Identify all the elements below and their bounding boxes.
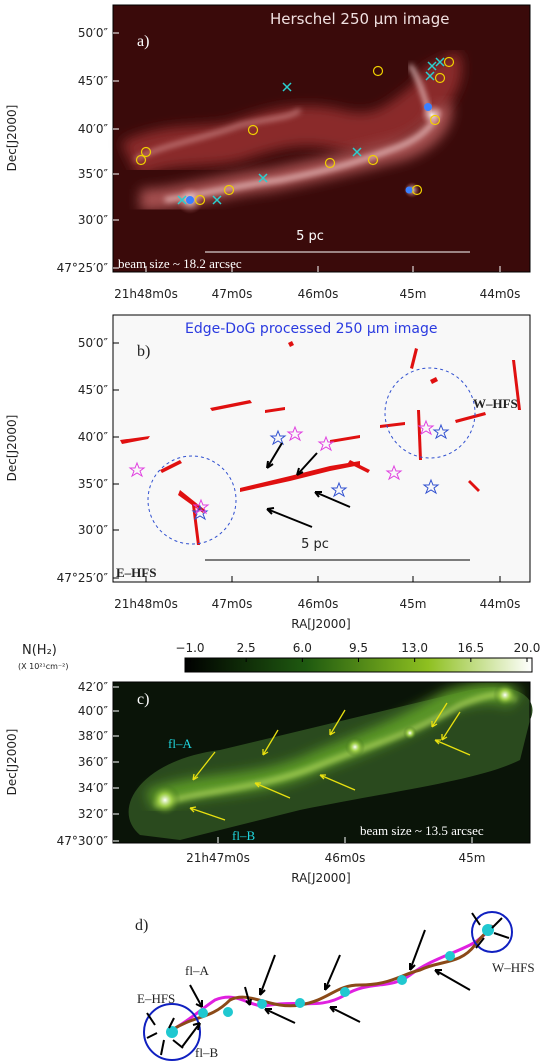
y-tick-label: 40′0″	[78, 704, 109, 718]
colorbar-tick-label: 13.0	[401, 641, 428, 655]
panel-label: c)	[137, 691, 149, 708]
y-axis-label: Dec[J2000]	[5, 729, 19, 796]
panel-b-image	[113, 315, 530, 582]
filament-label: fl–B	[232, 828, 255, 843]
beam-label: beam size ~ 18.2 arcsec	[118, 256, 242, 271]
colorbar-label: N(H₂)	[22, 643, 57, 658]
x-axis-label: RA[J2000]	[291, 871, 351, 885]
x-axis-label: RA[J2000]	[291, 617, 351, 631]
y-tick-label: 30′0″	[78, 213, 109, 227]
x-tick-label: 46m0s	[325, 851, 366, 865]
y-tick-label: 30′0″	[78, 523, 109, 537]
y-axis-label: Dec[J2000]	[5, 105, 19, 172]
x-tick-label: 45m	[400, 597, 427, 611]
y-tick-label: 32′0″	[78, 807, 109, 821]
x-tick-label: 47m0s	[212, 597, 253, 611]
y-tick-label: 40′0″	[78, 430, 109, 444]
y-tick-label: 45′0″	[78, 383, 109, 397]
x-tick-label: 21h48m0s	[114, 597, 178, 611]
scale-bar-label: 5 pc	[301, 537, 329, 552]
filament-label: fl–B	[195, 1045, 218, 1060]
panel-a-image	[113, 5, 530, 272]
colorbar-tick-label: −1.0	[175, 641, 204, 655]
x-tick-label: 47m0s	[212, 287, 253, 301]
y-tick-label: 47°30′0″	[57, 834, 109, 848]
hub-label: E–HFS	[137, 991, 175, 1006]
x-tick-label: 21h48m0s	[114, 287, 178, 301]
y-tick-label: 40′0″	[78, 122, 109, 136]
y-tick-label: 50′0″	[78, 336, 109, 350]
panel-c-image	[113, 682, 533, 843]
panel-title: Herschel 250 μm image	[270, 10, 449, 28]
panel-label: d)	[135, 917, 148, 934]
colorbar-tick-label: 16.5	[457, 641, 484, 655]
colorbar-tick-label: 2.5	[237, 641, 256, 655]
schematic	[143, 911, 513, 1061]
y-tick-label: 42′0″	[78, 680, 109, 694]
x-tick-label: 45m	[459, 851, 486, 865]
panel-title: Edge-DoG processed 250 μm image	[185, 321, 437, 337]
y-axis-label: Dec[J2000]	[5, 415, 19, 482]
x-tick-label: 46m0s	[298, 597, 339, 611]
hub-label: E–HFS	[116, 565, 156, 580]
panel-label: b)	[137, 343, 150, 360]
y-tick-label: 36′0″	[78, 755, 109, 769]
x-tick-label: 45m	[400, 287, 427, 301]
colorbar-tick-label: 9.5	[349, 641, 368, 655]
y-tick-label: 35′0″	[78, 477, 109, 491]
hub-label: W–HFS	[492, 960, 535, 975]
frame	[112, 4, 531, 273]
panel-label: a)	[137, 33, 149, 50]
beam-label: beam size ~ 13.5 arcsec	[360, 823, 484, 838]
y-tick-label: 47°25′0″	[57, 571, 109, 585]
y-tick-label: 35′0″	[78, 167, 109, 181]
x-tick-label: 44m0s	[480, 287, 521, 301]
colorbar-tick-label: 6.0	[293, 641, 312, 655]
filament-label: fl–A	[168, 736, 192, 751]
x-tick-label: 44m0s	[480, 597, 521, 611]
colorbar-unit: (X 10²¹cm⁻²)	[18, 662, 68, 671]
frame	[112, 314, 531, 583]
y-tick-label: 38′0″	[78, 729, 109, 743]
y-tick-label: 34′0″	[78, 781, 109, 795]
colorbar-tick-label: 20.0	[514, 641, 541, 655]
x-tick-label: 21h47m0s	[186, 851, 250, 865]
y-tick-label: 45′0″	[78, 74, 109, 88]
scale-bar-label: 5 pc	[296, 229, 324, 244]
y-tick-label: 50′0″	[78, 26, 109, 40]
hub-label: W–HFS	[473, 396, 518, 411]
x-tick-label: 46m0s	[298, 287, 339, 301]
y-tick-label: 47°25′0″	[57, 261, 109, 275]
filament-label: fl–A	[185, 963, 209, 978]
